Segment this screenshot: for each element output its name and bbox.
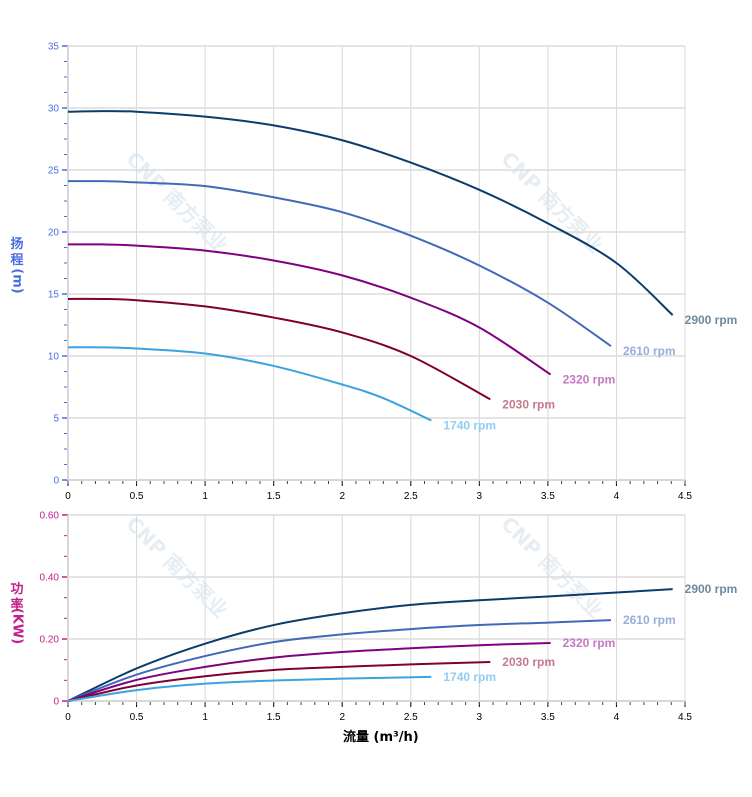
head-chart: 0 0.5 1 1.5 2 2.5 3 3.5 4 4.5 0 5 10 15 20 25 30 35 扬程(m) 2… xyxy=(10,42,738,503)
y-tick-label: 0 xyxy=(53,697,59,708)
x-tick-label: 0.5 xyxy=(130,712,144,723)
x-tick-label: 3 xyxy=(477,712,483,723)
x-tick-label: 3 xyxy=(477,491,483,502)
series-label: 2320 rpm xyxy=(563,636,616,650)
power-chart: 0 0.5 1 1.5 2 2.5 3 3.5 4 4.5 0 0.20 0.40 0.60 功率(KW) 2… xyxy=(10,511,738,724)
y-axis-title-char: 程 xyxy=(10,253,23,268)
series-label: 2320 rpm xyxy=(563,373,616,387)
series-line-2610-rpm xyxy=(67,180,612,347)
x-tick-label: 3.5 xyxy=(541,712,555,723)
y-tick-label: 15 xyxy=(48,290,60,301)
x-tick-label: 2 xyxy=(339,712,345,723)
y-tick-label: 25 xyxy=(48,166,60,177)
watermark-text: CNP 南方泵业 xyxy=(121,147,232,258)
x-tick-label: 1.5 xyxy=(267,491,281,502)
x-tick-label: 0 xyxy=(65,491,71,502)
y-tick-label: 0.60 xyxy=(40,511,60,522)
y-axis-title-unit: (KW) xyxy=(10,608,25,644)
series-line-2320-rpm xyxy=(67,642,551,702)
series-line-2610-rpm xyxy=(67,619,611,702)
series-line-1740-rpm xyxy=(67,346,432,422)
x-tick-label: 4.5 xyxy=(678,712,692,723)
x-tick-label: 4 xyxy=(614,491,620,502)
x-tick-label: 2 xyxy=(339,491,345,502)
y-tick-label: 35 xyxy=(48,42,60,53)
x-tick-label: 4 xyxy=(614,712,620,723)
x-axis-title: 流量 (m³/h) xyxy=(343,729,419,745)
y-tick-label: 0.40 xyxy=(40,573,60,584)
x-tick-label: 1 xyxy=(202,712,208,723)
y-tick-label: 0 xyxy=(53,476,59,487)
y-tick-label: 20 xyxy=(48,228,60,239)
x-tick-label: 1 xyxy=(202,491,208,502)
series-line-2030-rpm xyxy=(67,660,491,702)
series-label: 2900 rpm xyxy=(685,313,738,327)
series-label: 2030 rpm xyxy=(502,397,555,411)
x-tick-label: 3.5 xyxy=(541,491,555,502)
series-line-2900-rpm xyxy=(67,110,674,316)
series-label: 2610 rpm xyxy=(623,344,676,358)
y-tick-label: 0.20 xyxy=(40,635,60,646)
x-tick-label: 1.5 xyxy=(267,712,281,723)
series-label: 1740 rpm xyxy=(443,670,496,684)
y-tick-label: 30 xyxy=(48,104,60,115)
x-tick-label: 2.5 xyxy=(404,491,418,502)
y-axis-title-unit: (m) xyxy=(10,268,25,293)
series-label: 2610 rpm xyxy=(623,613,676,627)
watermark-text: CNP 南方泵业 xyxy=(121,512,232,623)
series-line-1740-rpm xyxy=(67,675,432,702)
y-tick-label: 5 xyxy=(53,414,59,425)
x-tick-label: 4.5 xyxy=(678,491,692,502)
y-axis-title-char: 率 xyxy=(10,597,23,613)
series-label: 2030 rpm xyxy=(502,655,555,669)
series-line-2900-rpm xyxy=(67,588,673,702)
watermark-text: CNP 南方泵业 xyxy=(496,147,607,258)
watermark-text: CNP 南方泵业 xyxy=(496,512,607,623)
x-tick-label: 2.5 xyxy=(404,712,418,723)
series-label: 1740 rpm xyxy=(443,418,496,432)
y-axis-title-char: 扬 xyxy=(10,236,23,252)
x-tick-label: 0 xyxy=(65,712,71,723)
series-label: 2900 rpm xyxy=(685,582,738,596)
series-line-2030-rpm xyxy=(67,297,491,401)
y-tick-label: 10 xyxy=(48,352,60,363)
series-line-2320-rpm xyxy=(67,243,552,376)
y-axis-title-char: 功 xyxy=(10,582,23,597)
x-tick-label: 0.5 xyxy=(130,491,144,502)
